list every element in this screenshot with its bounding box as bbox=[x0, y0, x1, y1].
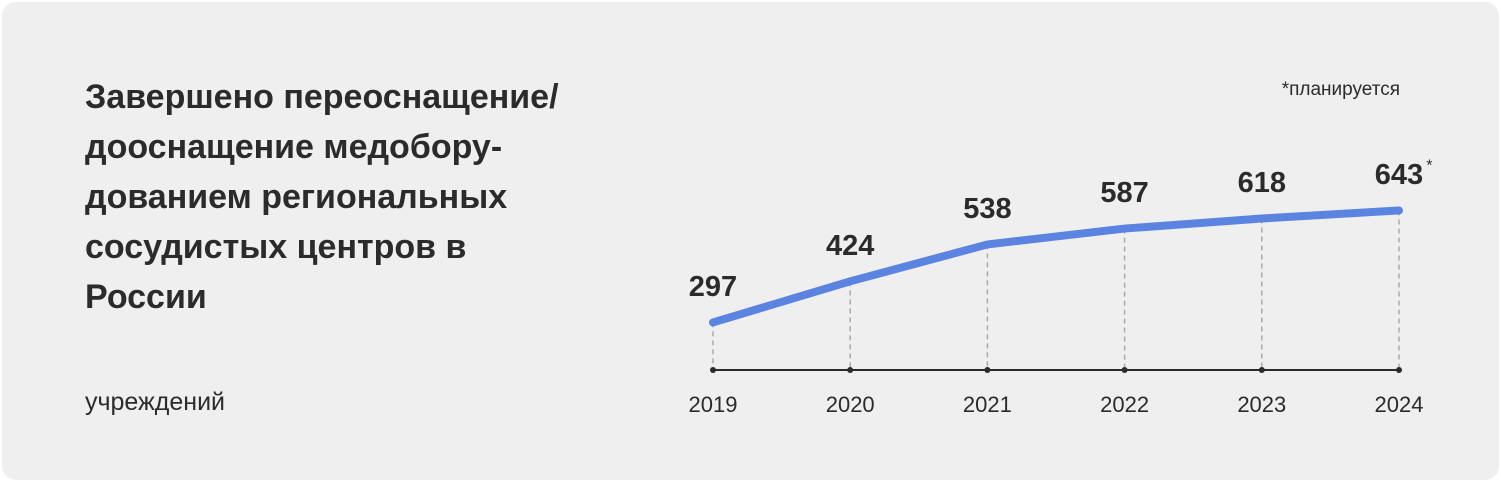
x-tick-label: 2021 bbox=[963, 392, 1012, 417]
value-label: 587 bbox=[1100, 177, 1148, 209]
value-label: 424 bbox=[826, 230, 874, 262]
value-marker: * bbox=[1426, 158, 1432, 175]
data-line bbox=[709, 206, 1403, 327]
value-label: 297 bbox=[689, 271, 737, 303]
value-label: 538 bbox=[963, 193, 1011, 225]
note: *планируется bbox=[1282, 79, 1400, 100]
axis-dot bbox=[1396, 367, 1402, 373]
x-tick-label: 2019 bbox=[689, 392, 738, 417]
chart-title: Завершено переоснащение/ дооснащение мед… bbox=[85, 78, 559, 316]
axis-dot bbox=[984, 367, 991, 373]
x-tick-label: 2022 bbox=[1100, 392, 1149, 417]
x-tick-label: 2023 bbox=[1237, 392, 1286, 417]
x-tick-label: 2020 bbox=[826, 392, 875, 417]
axis-dot bbox=[1121, 367, 1128, 373]
axis-dot bbox=[1258, 367, 1265, 373]
unit-label: учреждений bbox=[85, 388, 226, 416]
x-tick-label: 2024 bbox=[1375, 392, 1424, 417]
value-label: 618 bbox=[1238, 167, 1286, 199]
value-label: 643 bbox=[1375, 159, 1423, 191]
axis-dot bbox=[710, 367, 716, 373]
axis-dot bbox=[847, 367, 854, 373]
